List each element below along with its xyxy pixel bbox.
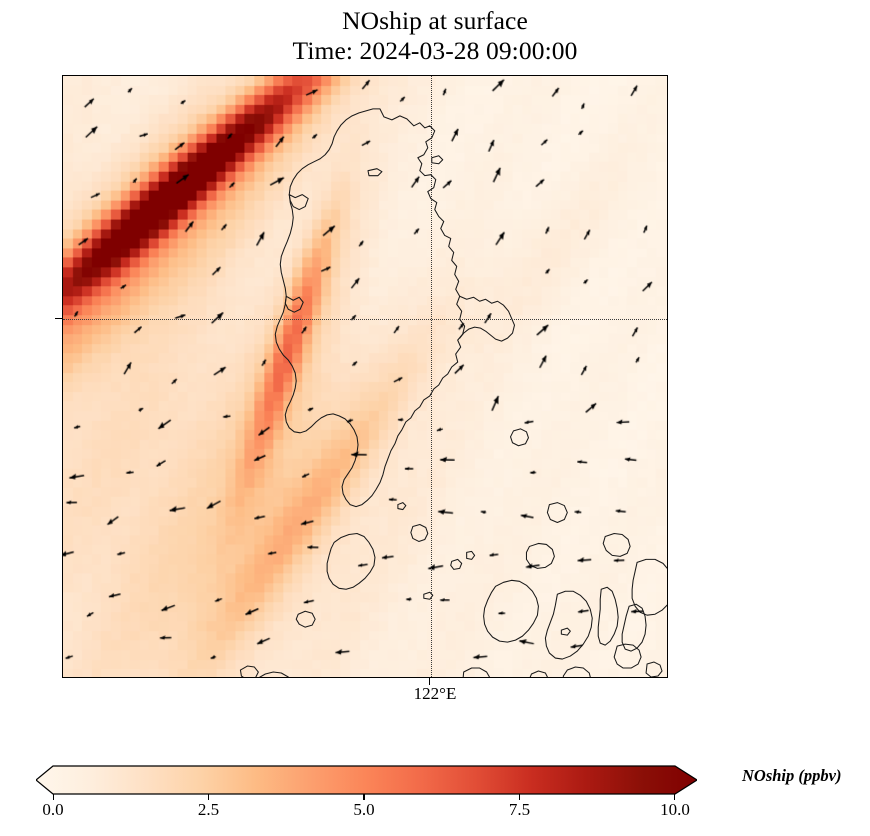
figure-title: NOship at surface Time: 2024-03-28 09:00… <box>0 6 870 65</box>
wind-vector-overlay <box>63 76 667 677</box>
colorbar-tick-4 <box>674 794 676 800</box>
colorbar-axis-label: NOship (ppbv) <box>742 766 842 785</box>
latitude-tick-mark <box>55 317 62 319</box>
map-plot-area[interactable] <box>62 75 668 678</box>
longitude-tick-label: 122°E <box>413 684 457 703</box>
gridline-longitude-122e <box>431 76 432 677</box>
colorbar-tick-label-1: 2.5 <box>197 800 220 819</box>
gridline-latitude-16n <box>63 319 667 320</box>
colorbar-tick-3 <box>518 794 520 800</box>
colorbar-tick-label-4: 10.0 <box>660 800 690 819</box>
colorbar-tick-0 <box>52 794 54 800</box>
colorbar-tick-2 <box>363 794 365 800</box>
colorbar[interactable]: 0.0 2.5 5.0 7.5 10.0 <box>36 764 697 819</box>
colorbar-tick-label-2: 5.0 <box>353 800 375 819</box>
colorbar-tick-1 <box>207 794 210 800</box>
colorbar-tick-label-3: 7.5 <box>508 800 531 819</box>
title-line-time: Time: 2024-03-28 09:00:00 <box>292 35 578 65</box>
colorbar-gradient <box>36 765 697 795</box>
longitude-tick-mark <box>429 678 431 685</box>
title-line-variable: NOship at surface <box>342 6 528 35</box>
colorbar-tick-label-0: 0.0 <box>42 800 64 819</box>
